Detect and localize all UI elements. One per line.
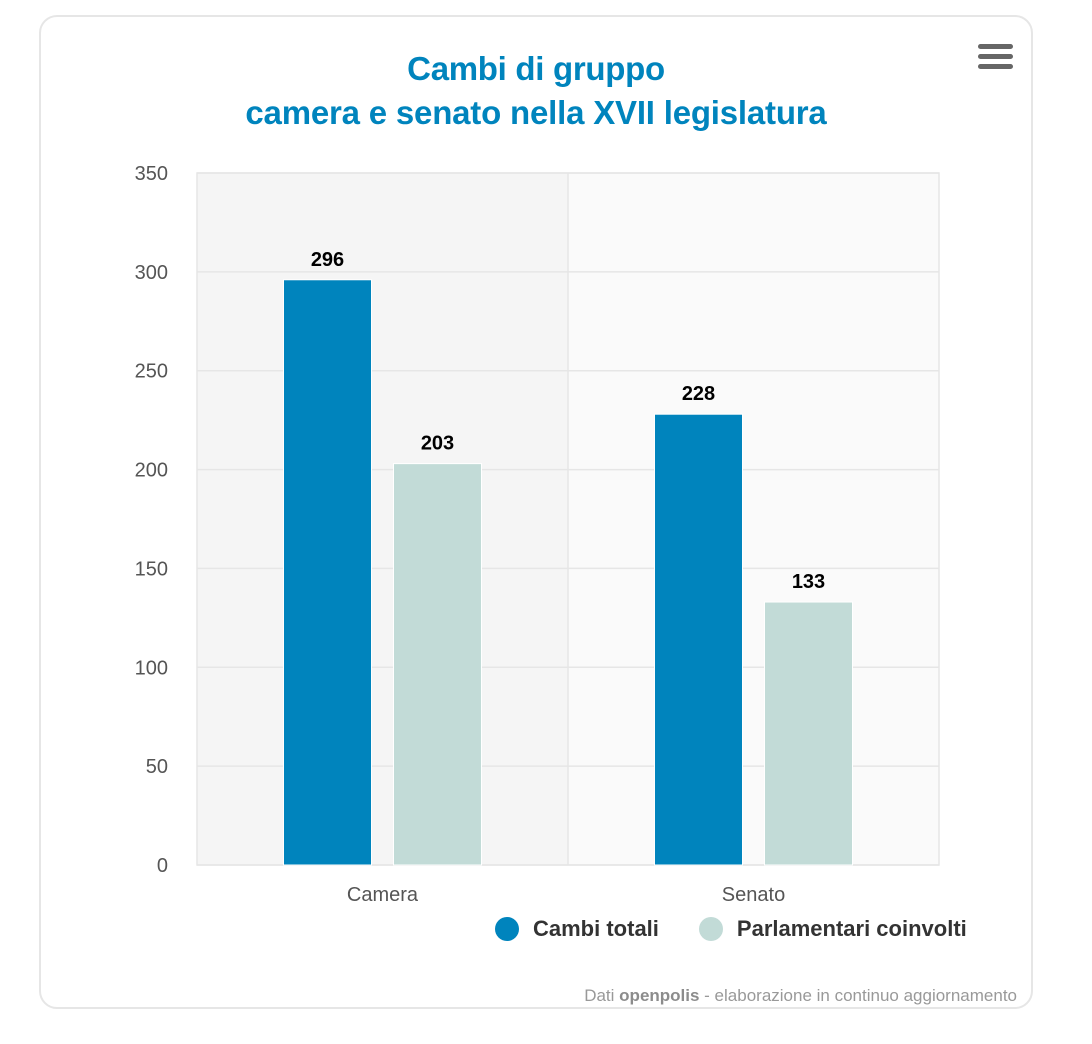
x-tick-label: Camera: [347, 884, 419, 906]
data-label: 133: [792, 571, 825, 593]
credit-prefix: Dati: [584, 986, 620, 1005]
legend-item-cambi-totali[interactable]: Cambi totali: [495, 916, 659, 942]
chart-legend: Cambi totali Parlamentari coinvolti: [495, 916, 967, 942]
credit-source[interactable]: openpolis: [619, 986, 700, 1005]
plot-background: [196, 172, 940, 866]
chart-subtitle: camera e senato nella XVII legislatura: [245, 94, 827, 131]
y-tick-label: 350: [135, 163, 168, 185]
category-band: [197, 173, 568, 865]
legend-item-parlamentari-coinvolti[interactable]: Parlamentari coinvolti: [698, 916, 967, 942]
y-tick-label: 150: [135, 558, 168, 580]
x-tick-label: Senato: [722, 884, 785, 906]
y-tick-label: 250: [135, 361, 168, 383]
data-labels: 296 203 228 133: [311, 249, 825, 593]
y-tick-label: 100: [135, 657, 168, 679]
x-axis: Camera Senato: [347, 884, 785, 906]
legend-marker-icon: [495, 917, 519, 941]
bar-cambi-totali-camera: [283, 279, 372, 866]
data-label: 296: [311, 249, 344, 271]
bar-parlamentari-coinvolti-camera: [393, 463, 482, 866]
data-label: 203: [421, 433, 454, 455]
y-tick-label: 50: [146, 756, 168, 778]
legend-label: Parlamentari coinvolti: [736, 916, 967, 941]
bar-parlamentari-coinvolti-senato: [764, 601, 853, 866]
bar-cambi-totali-senato: [654, 413, 743, 866]
chart-title: Cambi di gruppo: [407, 50, 665, 87]
y-tick-label: 0: [157, 855, 168, 877]
hamburger-menu-icon[interactable]: [978, 44, 1014, 72]
bars: [283, 279, 853, 866]
source-credit: Dati openpolis - elaborazione in continu…: [584, 986, 1017, 1006]
data-label: 228: [682, 383, 715, 405]
category-band: [568, 173, 939, 865]
legend-marker-icon: [698, 917, 723, 941]
credit-suffix: - elaborazione in continuo aggiornamento: [699, 986, 1017, 1005]
y-tick-label: 300: [135, 262, 168, 284]
y-axis: 0 50 100 150 200 250 300 350: [135, 163, 168, 877]
y-tick-label: 200: [135, 460, 168, 482]
legend-label: Cambi totali: [533, 916, 659, 941]
